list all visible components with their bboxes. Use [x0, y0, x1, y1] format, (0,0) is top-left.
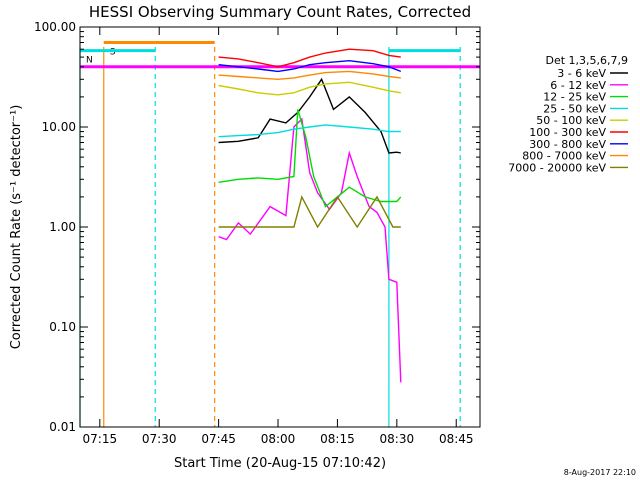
x-tick-label: 08:15 [320, 432, 355, 446]
series-line-8 [218, 70, 401, 81]
series-line-4 [218, 124, 401, 138]
y-axis-label: Corrected Count Rate (s⁻¹ detector⁻¹) [9, 105, 24, 350]
x-tick-label: 07:15 [83, 432, 118, 446]
flag-label-n: N [86, 56, 93, 66]
series-line-7 [218, 59, 402, 73]
x-axis-label: Start Time (20-Aug-15 07:10:42) [174, 456, 386, 471]
y-tick-label: 0.10 [49, 320, 76, 334]
legend-label-7: 300 - 800 keV [529, 138, 606, 151]
legend-label-3: 12 - 25 keV [543, 91, 606, 104]
y-tick-label: 100.00 [34, 20, 76, 34]
y-tick-label: 0.01 [49, 420, 76, 434]
x-tick-label: 08:45 [439, 432, 474, 446]
axes: 07:15 07:30 07:45 08:00 08:15 08:30 08:45 0.01 0… [34, 20, 480, 446]
series-line-3 [218, 109, 402, 208]
legend-label-4: 25 - 50 keV [543, 102, 606, 115]
x-tick-label: 07:45 [201, 432, 236, 446]
legend-title: Det 1,3,5,6,7,9 [545, 54, 628, 67]
legend-label-2: 6 - 12 keV [550, 79, 606, 92]
flag-label-s: S [110, 47, 116, 57]
legend-label-1: 3 - 6 keV [557, 67, 606, 80]
legend-label-9: 7000 - 20000 keV [508, 161, 606, 174]
x-tick-label: 08:00 [261, 432, 296, 446]
timestamp: 8-Aug-2017 22:10 [564, 468, 636, 477]
chart-title: HESSI Observing Summary Count Rates, Cor… [89, 3, 471, 21]
y-tick-label: 10.00 [42, 120, 76, 134]
plot-area: SN [79, 40, 480, 427]
legend-label-6: 100 - 300 keV [529, 126, 606, 139]
series-line-6 [218, 48, 401, 68]
series-line-1 [218, 77, 401, 154]
legend-label-8: 800 - 7000 keV [522, 150, 606, 163]
legend-label-5: 50 - 100 keV [536, 114, 606, 127]
series-line-9 [218, 194, 401, 229]
series-line-5 [218, 81, 401, 96]
x-tick-label: 08:30 [380, 432, 415, 446]
x-tick-label: 07:30 [142, 432, 177, 446]
y-tick-label: 1.00 [49, 220, 76, 234]
